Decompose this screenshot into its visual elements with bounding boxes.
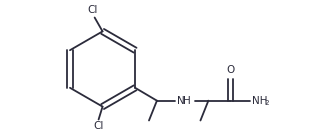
Text: H: H [183,96,190,106]
Text: N: N [177,96,184,106]
Text: Cl: Cl [88,5,98,15]
Text: 2: 2 [265,100,269,106]
Text: Cl: Cl [93,122,104,132]
Text: NH: NH [252,96,268,106]
Text: O: O [226,65,234,75]
